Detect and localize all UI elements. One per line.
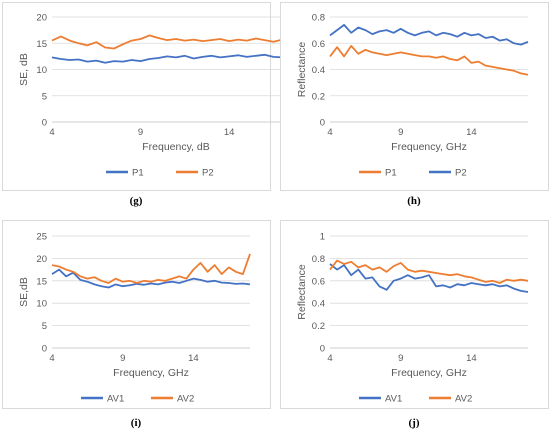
panel-label: (j): [409, 417, 420, 429]
y-tick-label: 5: [42, 321, 47, 332]
y-tick-label: 5: [42, 91, 47, 102]
legend-label-av2: AV2: [177, 394, 194, 405]
panel-frame: [2, 2, 271, 191]
x-tick-label: 9: [138, 127, 143, 138]
x-tick-label: 14: [224, 127, 235, 138]
y-tick-label: 0: [42, 118, 47, 129]
y-tick-label: 0.8: [312, 254, 325, 265]
y-tick-label: 0.4: [312, 299, 325, 310]
y-axis-title: Reflectance: [296, 264, 308, 320]
legend-label-av2: AV2: [455, 394, 472, 405]
series-line-av1: [329, 263, 529, 293]
legend-label-p1: P1: [132, 168, 144, 179]
legend-label-p1: P1: [385, 168, 397, 179]
x-tick-label: 14: [466, 353, 477, 364]
y-tick-label: 0.4: [312, 65, 325, 76]
panel-frame: [280, 2, 549, 191]
y-tick-label: 10: [36, 299, 47, 310]
x-tick-label: 4: [49, 353, 54, 364]
y-tick-label: 0.6: [312, 39, 325, 50]
y-tick-label: 10: [36, 65, 47, 76]
x-axis-title: Frequency, GHz: [113, 367, 189, 379]
y-tick-label: 0: [320, 118, 325, 129]
x-tick-label: 14: [188, 353, 199, 364]
y-axis-title: SE,dB: [18, 277, 30, 307]
panel-label: (i): [131, 417, 142, 429]
x-tick-label: 14: [466, 127, 477, 138]
series-line-p1: [51, 53, 301, 64]
legend-label-av1: AV1: [107, 394, 124, 405]
y-axis-title: Reflectance: [296, 42, 308, 98]
legend-label-p2: P2: [455, 168, 467, 179]
series-line-av2: [329, 259, 529, 284]
panel-frame: [2, 220, 271, 409]
y-tick-label: 0: [42, 344, 47, 355]
panel-label: (h): [407, 195, 421, 207]
y-tick-label: 0.2: [312, 91, 325, 102]
x-tick-label: 9: [398, 353, 403, 364]
series-line-p2: [51, 34, 301, 50]
panel-frame: [280, 220, 549, 409]
x-axis-title: Frequency, dB: [142, 141, 210, 153]
panel-label: (g): [130, 195, 143, 207]
y-tick-label: 0: [320, 344, 325, 355]
legend-label-p2: P2: [202, 168, 214, 179]
x-tick-label: 4: [327, 127, 332, 138]
y-tick-label: 25: [36, 232, 47, 243]
y-tick-label: 20: [36, 254, 47, 265]
x-tick-label: 9: [398, 127, 403, 138]
y-tick-label: 20: [36, 13, 47, 24]
chart-panel-2: 0 0.2 0.4 0.6 0.8 4 9 14 Frequency, GHz Reflectan…: [280, 2, 549, 191]
x-axis-title: Frequency, GHz: [391, 367, 467, 379]
series-line-av2: [51, 253, 251, 284]
chart-panel-1: 0 5 10 15 20 4 9 14 Frequency, dB SE, dB P1 P2: [2, 2, 301, 191]
series-line-p1: [329, 45, 529, 76]
x-tick-label: 4: [49, 127, 54, 138]
x-axis-title: Frequency, GHz: [391, 141, 467, 153]
legend-label-av1: AV1: [385, 394, 402, 405]
x-tick-label: 9: [120, 353, 125, 364]
y-tick-label: 0.6: [312, 276, 325, 287]
y-tick-label: 0.8: [312, 13, 325, 24]
series-line-av1: [51, 268, 251, 289]
y-tick-label: 0.2: [312, 321, 325, 332]
y-axis-title: SE, dB: [18, 53, 30, 86]
y-tick-label: 15: [36, 276, 47, 287]
x-tick-label: 4: [327, 353, 332, 364]
chart-panel-3: 0 5 10 15 20 25 4 9 14 Frequency, GHz SE,dB AV1 AV2: [2, 220, 271, 409]
y-tick-label: 1: [320, 232, 325, 243]
series-line-p2: [329, 23, 529, 46]
y-tick-label: 15: [36, 39, 47, 50]
